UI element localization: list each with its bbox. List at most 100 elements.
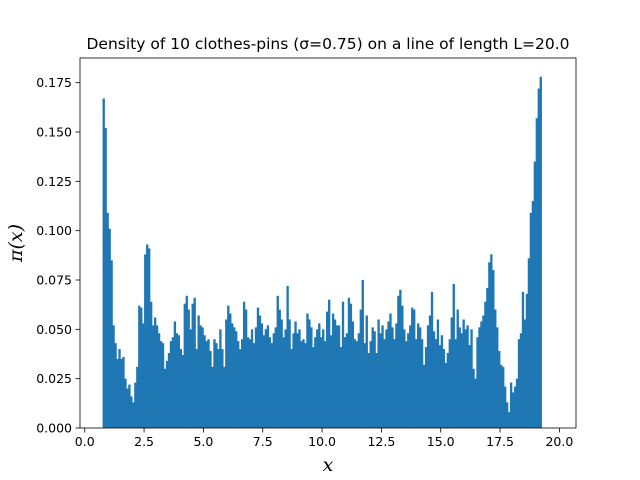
histogram-bar	[246, 337, 250, 428]
histogram-bar	[316, 329, 319, 428]
histogram-bar	[411, 307, 414, 428]
histogram-bar	[110, 260, 113, 428]
x-tick-label: 12.5	[367, 434, 395, 449]
x-tick-label: 10.0	[308, 434, 336, 449]
histogram-bar	[294, 321, 297, 428]
histogram-bar	[292, 333, 295, 428]
histogram-bar	[102, 98, 105, 428]
plot-area-frame	[79, 57, 577, 429]
histogram-bar	[505, 402, 509, 428]
histogram-bar	[442, 349, 446, 428]
histogram-bar	[417, 323, 420, 428]
histogram-bar	[270, 343, 273, 428]
histogram-bar	[399, 289, 402, 428]
histogram-bar	[134, 382, 137, 428]
histogram-bar	[535, 118, 538, 428]
histogram-bar	[207, 339, 210, 428]
histogram-bar	[385, 329, 388, 428]
histogram-bar	[322, 329, 325, 428]
histogram-bar	[106, 212, 109, 428]
histogram-bar	[177, 335, 181, 428]
histogram-bar	[159, 341, 163, 428]
histogram-bar	[187, 309, 190, 428]
histogram-bar	[389, 313, 392, 428]
histogram-bar	[502, 366, 505, 428]
histogram-bar	[183, 303, 186, 428]
histogram-bar	[395, 323, 398, 428]
histogram-bar	[349, 303, 353, 428]
histogram-bar	[254, 327, 258, 428]
histogram-bar	[118, 349, 121, 428]
histogram-bar	[436, 319, 440, 428]
histogram-bar	[239, 349, 242, 428]
histogram-bar	[367, 353, 370, 428]
histogram-bar	[405, 341, 408, 428]
histogram-bar	[104, 128, 107, 429]
histogram-bar	[539, 76, 542, 428]
x-tick-label: 7.5	[253, 434, 273, 449]
histogram-bar	[318, 323, 321, 428]
x-axis-label: x	[323, 454, 334, 476]
histogram-bar	[401, 305, 404, 428]
histogram-bar	[409, 325, 412, 428]
histogram-bar	[193, 297, 196, 428]
histogram-bars	[102, 76, 542, 429]
histogram-bar	[391, 327, 394, 428]
histogram-bar	[488, 262, 491, 428]
histogram-bar	[434, 339, 438, 428]
histogram-bar	[268, 337, 271, 428]
histogram-bar	[225, 319, 228, 428]
histogram-bar	[242, 301, 246, 428]
histogram-bar	[484, 301, 487, 428]
histogram-bar	[432, 331, 436, 428]
histogram-bar	[215, 343, 218, 428]
histogram-bar	[363, 343, 366, 428]
histogram-bar	[517, 339, 521, 428]
histogram-bar	[387, 321, 390, 428]
histogram-bar	[464, 329, 467, 428]
histogram-bar	[306, 313, 309, 428]
histogram-bar	[472, 368, 475, 428]
histogram-bar	[444, 362, 448, 428]
histogram-bar	[537, 88, 540, 428]
histogram-bar	[335, 325, 339, 428]
histogram-bar	[426, 325, 430, 428]
histogram-bar	[310, 327, 313, 428]
chart-title: Density of 10 clothes-pins (σ=0.75) on a…	[87, 35, 570, 53]
histogram-bar	[428, 315, 432, 428]
histogram-bar	[217, 349, 220, 428]
histogram-bar	[331, 313, 335, 428]
y-axis-label: π(x)	[5, 224, 27, 263]
y-tick-label: 0.150	[36, 125, 72, 140]
x-tick-label: 17.5	[486, 434, 514, 449]
histogram-bar	[513, 386, 517, 428]
histogram-bar	[264, 329, 268, 428]
histogram-bar	[329, 335, 333, 428]
x-axis-ticks: 0.0 2.5 5.0 7.5 10.0 12.5 15.0 17.5 20.0	[75, 428, 573, 449]
histogram-bar	[286, 285, 289, 428]
histogram-bar	[529, 212, 533, 428]
histogram-bar	[153, 317, 157, 428]
histogram-bar	[361, 280, 364, 428]
histogram-bar	[521, 291, 525, 428]
histogram-bar	[523, 319, 527, 428]
histogram-bar	[124, 378, 127, 428]
histogram-bar	[122, 356, 125, 428]
histogram-bar	[221, 349, 224, 428]
histogram-bar	[407, 333, 410, 428]
histogram-bar	[379, 333, 382, 428]
histogram-bar	[314, 337, 317, 428]
histogram-bar	[142, 323, 145, 428]
histogram-bar	[326, 311, 329, 428]
histogram-bar	[284, 329, 287, 428]
histogram-bar	[130, 396, 133, 428]
histogram-bar	[308, 319, 311, 428]
histogram-bar	[415, 339, 418, 428]
histogram-bar	[191, 303, 194, 428]
histogram-bar	[256, 307, 260, 428]
histogram-bar	[169, 341, 173, 428]
histogram-bar	[231, 323, 234, 428]
histogram-bar	[446, 353, 449, 428]
y-tick-label: 0.075	[36, 273, 72, 288]
